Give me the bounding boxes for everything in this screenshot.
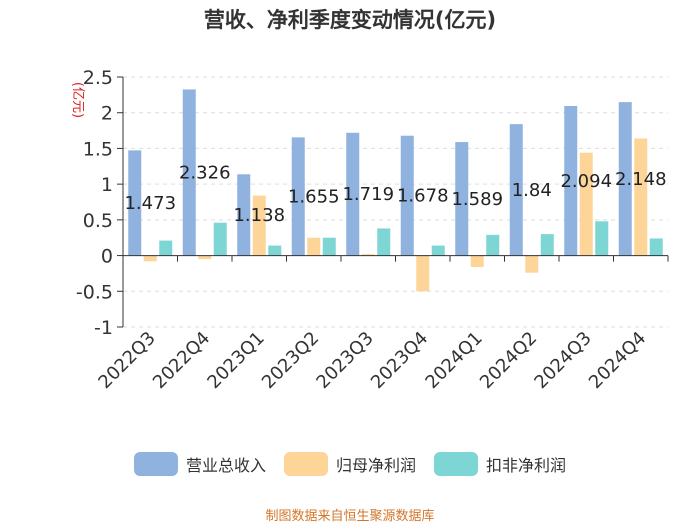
data-label: 1.655 (288, 186, 340, 207)
x-tick-label: 2024Q1 (421, 328, 486, 393)
bar-net-profit (307, 237, 321, 256)
bar-non-gaap-profit (649, 238, 663, 256)
data-label: 2.094 (560, 171, 612, 192)
y-tick-label: 0 (101, 246, 113, 268)
x-tick-label: 2023Q2 (258, 328, 323, 393)
bar-net-profit (525, 255, 539, 273)
bar-non-gaap-profit (431, 245, 445, 256)
bar-non-gaap-profit (213, 222, 227, 256)
bar-revenue (400, 135, 414, 256)
bar-non-gaap-profit (540, 234, 554, 256)
bar-non-gaap-profit (486, 234, 500, 256)
legend-swatch-non-gaap-profit (434, 452, 478, 476)
bar-net-profit (579, 152, 593, 256)
x-tick-label: 2024Q3 (530, 328, 595, 393)
source-note: 制图数据来自恒生聚源数据库 (265, 509, 435, 524)
bar-revenue (346, 132, 360, 256)
bar-revenue (237, 174, 251, 256)
data-label: 1.473 (124, 193, 176, 214)
legend-item-revenue[interactable]: 营业总收入 (133, 452, 266, 476)
chart-legend: 营业总收入 归母净利润 扣非净利润 (0, 452, 700, 476)
x-tick-label: 2022Q4 (149, 328, 214, 393)
data-label: 1.84 (512, 180, 552, 201)
bar-revenue (291, 137, 305, 256)
y-tick-label: -1 (94, 317, 113, 339)
data-label: 1.719 (342, 184, 394, 205)
y-axis-unit-label: (亿元) (70, 82, 85, 118)
bar-net-profit (470, 255, 484, 267)
y-tick-label: 2 (101, 103, 113, 125)
bar-non-gaap-profit (377, 228, 391, 256)
bar-revenue (128, 150, 142, 256)
bar-net-profit (361, 254, 375, 256)
y-tick-label: 0.5 (83, 210, 113, 232)
y-tick-label: 1.5 (83, 138, 113, 160)
x-tick-label: 2023Q4 (367, 328, 432, 393)
y-tick-label: 1 (101, 174, 113, 196)
x-tick-label: 2023Q1 (203, 328, 268, 393)
bar-non-gaap-profit (159, 240, 173, 256)
bar-revenue (509, 124, 523, 256)
bar-net-profit (416, 255, 430, 292)
data-label: 1.589 (451, 189, 503, 210)
bar-net-profit (634, 138, 648, 256)
bar-non-gaap-profit (268, 245, 282, 256)
bar-net-profit (252, 195, 266, 256)
bar-revenue (182, 89, 196, 256)
legend-swatch-revenue (133, 452, 178, 476)
x-tick-label: 2024Q2 (476, 328, 541, 393)
x-tick-label: 2024Q4 (585, 328, 650, 393)
data-label: 1.678 (397, 186, 449, 207)
y-tick-label: -0.5 (76, 281, 113, 303)
data-label: 2.326 (179, 163, 231, 184)
bar-revenue (564, 106, 578, 256)
y-tick-label: 2.5 (83, 67, 113, 89)
chart-title: 营收、净利季度变动情况(亿元) (203, 8, 497, 32)
bar-net-profit (198, 255, 212, 260)
bar-revenue (455, 142, 469, 256)
bar-revenue (618, 102, 632, 256)
bar-non-gaap-profit (595, 221, 609, 256)
legend-label-non-gaap-profit: 扣非净利润 (486, 456, 567, 475)
data-label: 1.138 (233, 205, 285, 226)
bar-non-gaap-profit (322, 237, 336, 256)
legend-item-net-profit[interactable]: 归母净利润 (283, 452, 416, 476)
legend-swatch-net-profit (283, 452, 328, 476)
legend-label-revenue: 营业总收入 (185, 456, 266, 475)
data-label: 2.148 (615, 169, 667, 190)
x-tick-label: 2023Q3 (312, 328, 377, 393)
legend-item-non-gaap-profit[interactable]: 扣非净利润 (434, 452, 566, 476)
bar-net-profit (143, 255, 157, 262)
legend-label-net-profit: 归母净利润 (335, 456, 416, 475)
